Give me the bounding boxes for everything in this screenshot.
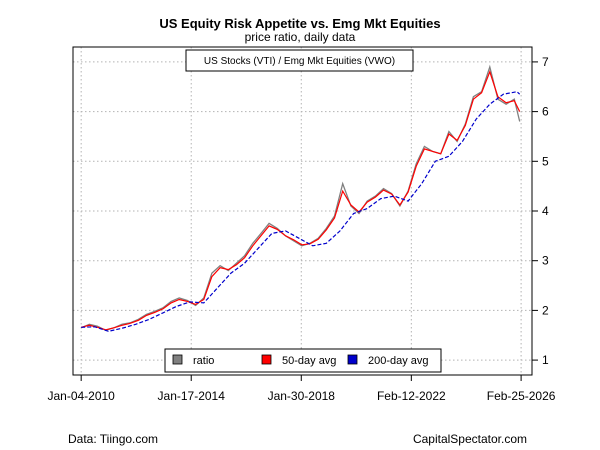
series-ratio-line xyxy=(80,64,521,331)
y-tick-label-6: 6 xyxy=(542,105,549,119)
legend-swatch-50-day-avg xyxy=(261,354,272,365)
legend-item-ratio: ratio xyxy=(172,354,214,367)
legend-label-50-day-avg: 50-day avg xyxy=(282,355,336,367)
legend: ratio 50-day avg 200-day avg xyxy=(164,348,442,373)
y-tick-label-2: 2 xyxy=(542,303,549,317)
x-tick-label-2: Jan-30-2018 xyxy=(268,389,336,403)
legend-label-200-day-avg: 200-day avg xyxy=(368,355,429,367)
footer-credit: CapitalSpectator.com xyxy=(413,432,527,446)
y-tick-label-5: 5 xyxy=(542,154,549,168)
chart-title: US Equity Risk Appetite vs. Emg Mkt Equi… xyxy=(159,16,440,31)
inset-label-box: US Stocks (VTI) / Emg Mkt Equities (VWO) xyxy=(185,49,414,72)
axes: 1 2 3 4 5 6 7 Jan-04-2010 Jan-17-2014 Jan-30-2018… xyxy=(47,55,555,403)
grid xyxy=(73,47,532,375)
legend-item-50-day-avg: 50-day avg xyxy=(261,354,336,367)
legend-swatch-200-day-avg xyxy=(347,354,358,365)
y-tick-label-1: 1 xyxy=(542,353,549,367)
series-50-day-avg-line xyxy=(81,70,521,331)
legend-label-ratio: ratio xyxy=(193,355,214,367)
series-layer xyxy=(80,64,521,332)
y-tick-label-3: 3 xyxy=(542,254,549,268)
inset-label: US Stocks (VTI) / Emg Mkt Equities (VWO) xyxy=(204,56,395,67)
legend-swatch-ratio xyxy=(172,354,183,365)
chart-subtitle: price ratio, daily data xyxy=(245,30,356,44)
series-200-day-avg-line xyxy=(81,91,521,332)
footer-source: Data: Tiingo.com xyxy=(68,432,158,446)
x-tick-label-0: Jan-04-2010 xyxy=(47,389,115,403)
y-tick-label-4: 4 xyxy=(542,204,549,218)
x-tick-label-1: Jan-17-2014 xyxy=(158,389,226,403)
x-tick-label-3: Feb-12-2022 xyxy=(377,389,446,403)
y-tick-label-7: 7 xyxy=(542,55,549,69)
legend-item-200-day-avg: 200-day avg xyxy=(347,354,429,367)
x-tick-label-4: Feb-25-2026 xyxy=(487,389,556,403)
